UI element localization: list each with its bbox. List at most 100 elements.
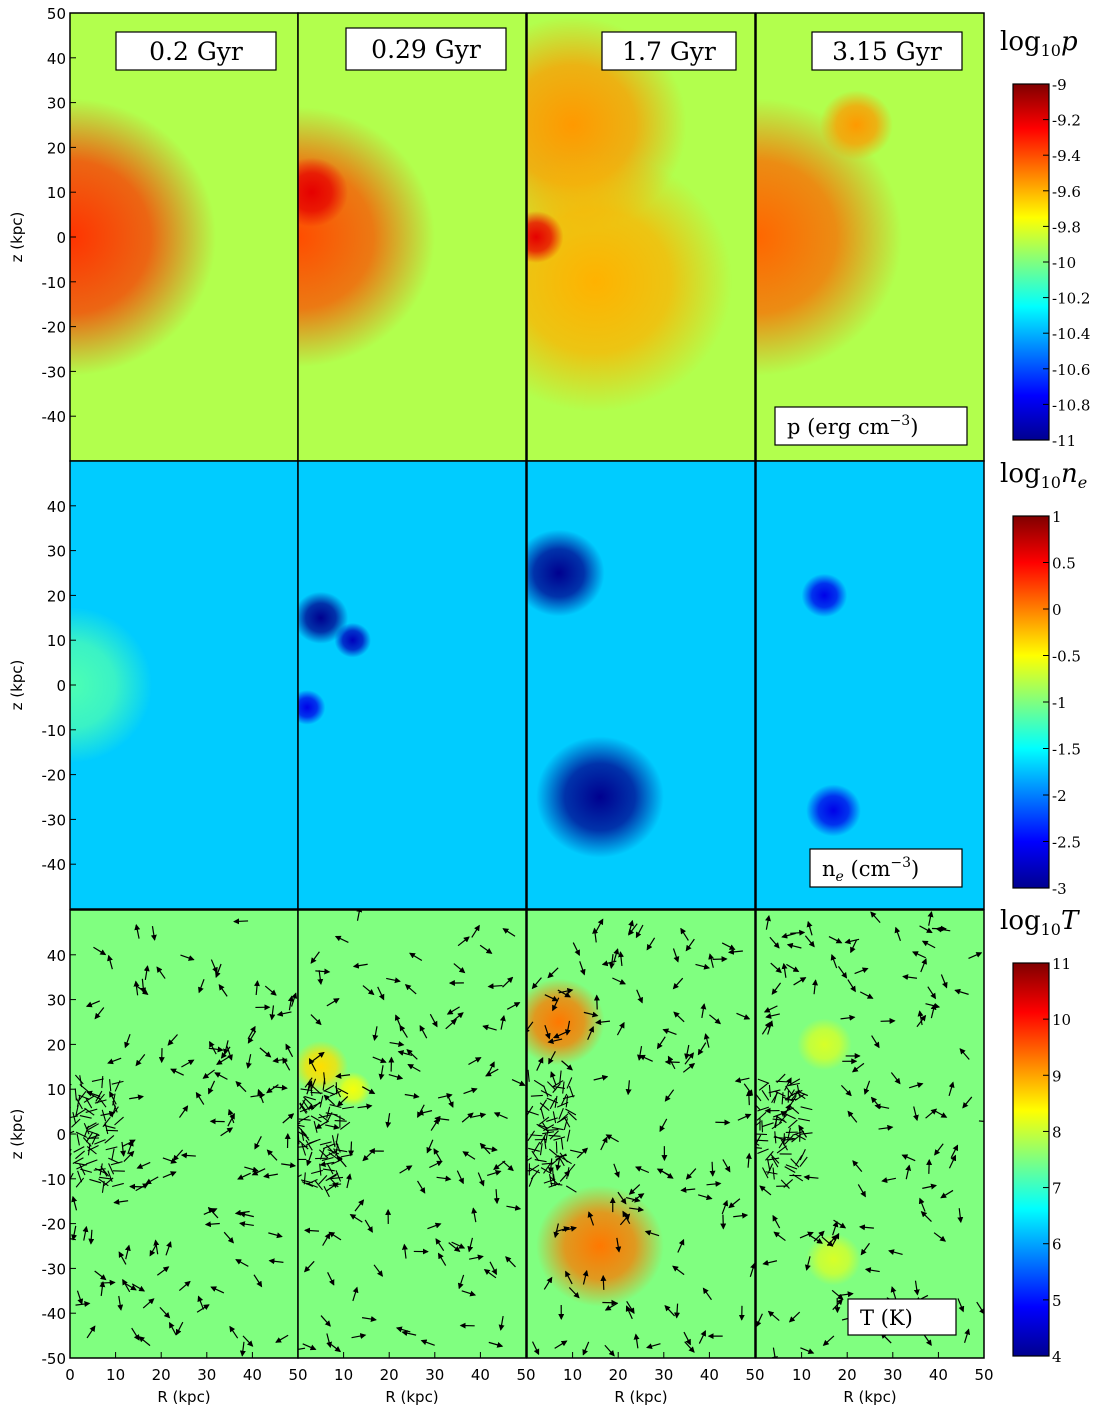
x-tick-label: 30 [425,1366,444,1384]
velocity-arrows [298,910,526,1353]
panel-feature [70,607,153,763]
x-tick-label: 30 [197,1366,216,1384]
time-label-box [811,31,963,71]
panel-pressure-t0 [69,12,299,462]
panel-background [298,461,526,909]
y-axis-label: z (kpc) [8,660,26,711]
colorbar-tick-label: 8 [1052,1123,1062,1141]
unit-label: T (K) [860,1306,913,1330]
panel-temperature-t1 [297,909,527,1359]
x-tick-label: 0 [65,1366,75,1384]
y-tick-label: 30 [47,992,66,1010]
panel-feature [527,211,564,263]
y-tick-label: -20 [42,1216,67,1234]
x-tick-label: 40 [929,1366,948,1384]
time-label-box [601,31,737,71]
colorbar-tick-label: -0.5 [1052,648,1081,666]
colorbar-tick-label: -2 [1052,787,1067,805]
panel-frame [755,460,985,910]
colorbar-tick-label: 1 [1052,508,1062,526]
y-tick-label: 20 [47,139,66,157]
panel-frame [297,909,527,1359]
panel-feature [536,736,664,858]
x-tick-label: 20 [838,1366,857,1384]
y-tick-label: 0 [56,677,66,695]
colorbar-tick-label: 11 [1052,955,1071,973]
y-tick-label: -50 [42,1350,67,1368]
x-tick-label: 50 [288,1366,307,1384]
panel-temperature-t3 [755,909,985,1359]
panel-feature [298,591,349,644]
x-tick-label: 30 [883,1366,902,1384]
y-tick-label: 30 [47,95,66,113]
y-tick-label: 40 [47,498,66,516]
x-tick-label: 10 [106,1366,125,1384]
time-label: 3.15 Gyr [832,37,942,66]
colorbar-title: log10ne [1000,459,1087,492]
panel-feature [801,573,848,618]
colorbars: -9-9.2-9.4-9.6-9.8-10-10.2-10.4-10.6-10.… [1000,27,1090,1366]
colorbar-title: log10T [1000,906,1080,939]
colorbar-electron-density: 1 0.5 0 -0.5 -1 -1.5 -2 -2.5 -3 log10ne [1000,459,1087,898]
x-axis-label: R (kpc) [843,1388,896,1406]
velocity-arrows [70,918,298,1357]
x-tick-label: 20 [152,1366,171,1384]
colorbar-tick-label: -1.5 [1052,741,1081,759]
panel-feature [527,529,605,617]
panel-pressure-t1 [297,12,527,462]
time-label: 0.29 Gyr [371,35,481,64]
colorbar-tick-label: 6 [1052,1236,1062,1254]
panel-background [756,910,984,1358]
panel-temperature-t0 [69,909,299,1359]
y-tick-label: -20 [42,319,67,337]
y-tick-label: -30 [42,811,67,829]
colorbar-tick-label: -2.5 [1052,834,1081,852]
panel-background [298,910,526,1358]
x-tick-label: 10 [792,1366,811,1384]
x-tick-label: 50 [745,1366,764,1384]
x-tick-label: 40 [243,1366,262,1384]
y-tick-label: 40 [47,947,66,965]
colorbar-pressure: -9 -9.2 -9.4 -9.6 -9.8 -10 -10.2 -10.4 -10.6 -10.… [1000,27,1090,450]
panel-electron-density-t3 [755,460,985,910]
colorbar-tick-label: -9 [1052,76,1067,94]
y-tick-label: -10 [42,274,67,292]
y-tick-label: 0 [56,1126,66,1144]
panel-feature [756,98,902,376]
panel-feature [806,784,861,837]
colorbar-tick-label: 5 [1052,1292,1062,1310]
y-axis-label: z (kpc) [8,212,26,263]
colorbar-temperature: 11 10 9 8 7 6 5 4 log10T [1000,906,1080,1366]
y-tick-label: 50 [47,5,66,23]
y-tick-label: -10 [42,1171,67,1189]
y-tick-label: 30 [47,543,66,561]
y-tick-label: 0 [56,229,66,247]
panel-feature [797,1018,852,1071]
x-tick-label: 10 [563,1366,582,1384]
panel-electron-density-t1 [297,460,527,910]
x-axis-label: R (kpc) [157,1388,210,1406]
y-tick-label: 10 [47,632,66,650]
unit-box [809,848,963,888]
colorbar-tick-label: -9.6 [1052,183,1081,201]
x-tick-label: 20 [609,1366,628,1384]
panel-feature [536,1185,664,1307]
time-label: 1.7 Gyr [622,37,716,66]
panel-feature [806,1233,861,1286]
colorbar-tick-label: -1 [1052,694,1067,712]
x-axis-label: R (kpc) [614,1388,667,1406]
colorbar-tick-label: 10 [1052,1011,1071,1029]
panel-frame [526,909,756,1359]
x-tick-label: 30 [654,1366,673,1384]
unit-box [847,1298,957,1336]
y-tick-label: -10 [42,722,67,740]
time-label-box [115,31,277,71]
panel-background [70,910,298,1358]
colorbar-tick-label: -10.6 [1052,361,1090,379]
velocity-arrows [527,918,755,1357]
time-label-box [345,27,507,71]
x-tick-label: 50 [974,1366,993,1384]
colorbar-tick-label: -10.8 [1052,396,1090,414]
